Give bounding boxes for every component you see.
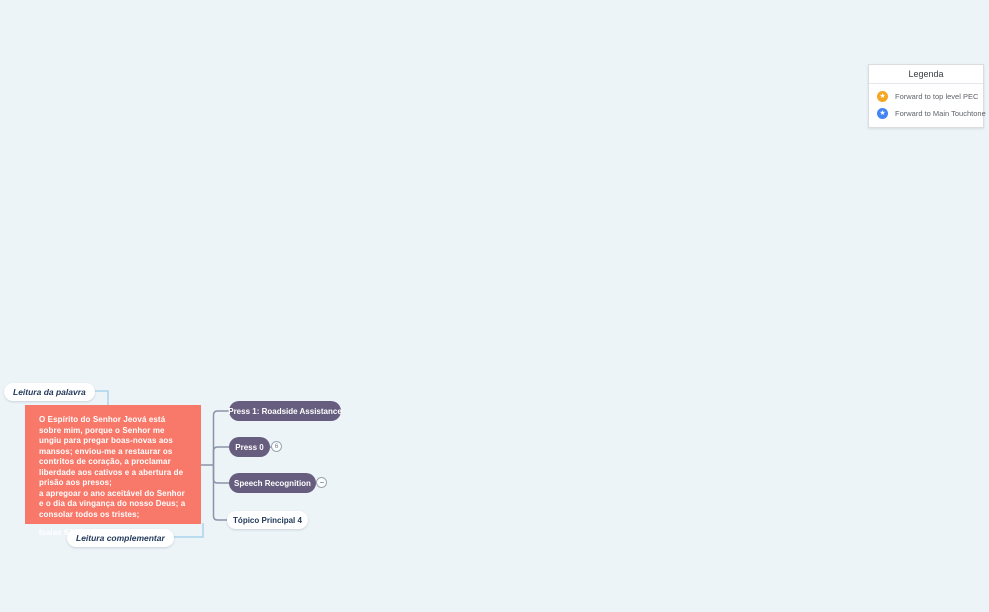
- branch-press0: [212, 446, 229, 465]
- branch-press1: [212, 410, 229, 465]
- subtopic-press-0[interactable]: Press 0: [229, 437, 270, 457]
- subtopic-press-1-roadside-assistance[interactable]: Press 1: Roadside Assistance: [228, 401, 342, 421]
- legend-items: ★ Forward to top level PEC ★ Forward to …: [869, 84, 986, 127]
- branch-topico: [212, 465, 227, 521]
- subtopic-speech-recognition[interactable]: Speech Recognition: [229, 473, 316, 493]
- star-circle-orange-icon: ★: [877, 91, 888, 102]
- star-circle-blue-icon: ★: [877, 108, 888, 119]
- legend-row-top-level-pec: ★ Forward to top level PEC: [869, 88, 983, 105]
- legend-label: Forward to top level PEC: [895, 92, 979, 101]
- legend-row-main-touchtone: ★ Forward to Main Touchtone: [869, 105, 986, 122]
- collapsed-count-badge-press0[interactable]: 6: [271, 441, 282, 452]
- branch-speech: [212, 465, 229, 484]
- collapse-toggle-badge-speech[interactable]: [316, 477, 327, 488]
- callout-label-leitura-complementar[interactable]: Leitura complementar: [67, 529, 174, 547]
- main-topic-text: O Espírito do Senhor Jeová está sobre mi…: [39, 415, 186, 519]
- legend-title: Legenda: [869, 65, 983, 84]
- callout-label-leitura-da-palavra[interactable]: Leitura da palavra: [4, 383, 95, 401]
- legend-label: Forward to Main Touchtone: [895, 109, 986, 118]
- main-topic-node[interactable]: O Espírito do Senhor Jeová está sobre mi…: [25, 405, 201, 537]
- subtopic-topico-principal-4[interactable]: Tópico Principal 4: [227, 511, 308, 529]
- legend-panel: Legenda ★ Forward to top level PEC ★ For…: [868, 64, 986, 128]
- main-topic-reference: Isaias 61:1,2: [39, 528, 88, 537]
